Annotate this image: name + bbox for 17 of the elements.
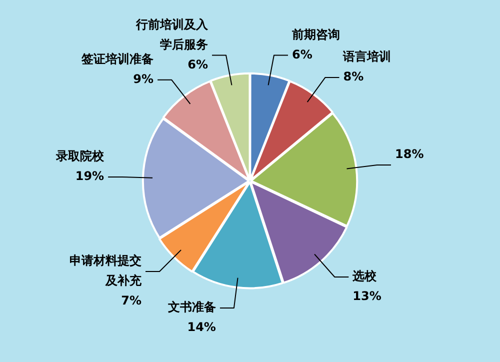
data-label: 19%: [75, 169, 104, 184]
data-label: 7%: [121, 294, 142, 308]
slice-label: 语言培训: [342, 50, 392, 64]
data-label: 6%: [292, 47, 312, 62]
slice-label: 录取院校: [55, 149, 106, 164]
slice-label: 文书准备: [166, 300, 216, 314]
slice-label: 选校: [352, 269, 378, 284]
data-label: 13%: [352, 289, 382, 304]
slice-label: 签证培训准备: [80, 52, 154, 66]
data-label: 14%: [187, 320, 216, 334]
slice-label: 行前培训及入学后服务: [135, 17, 210, 52]
data-label: 9%: [133, 72, 154, 86]
data-label: 8%: [343, 70, 364, 84]
slice-label: 前期咨询: [290, 27, 340, 42]
data-label: 6%: [188, 57, 208, 72]
slice-label: 申请材料提交及补充: [69, 254, 142, 288]
data-label: 18%: [394, 147, 424, 162]
